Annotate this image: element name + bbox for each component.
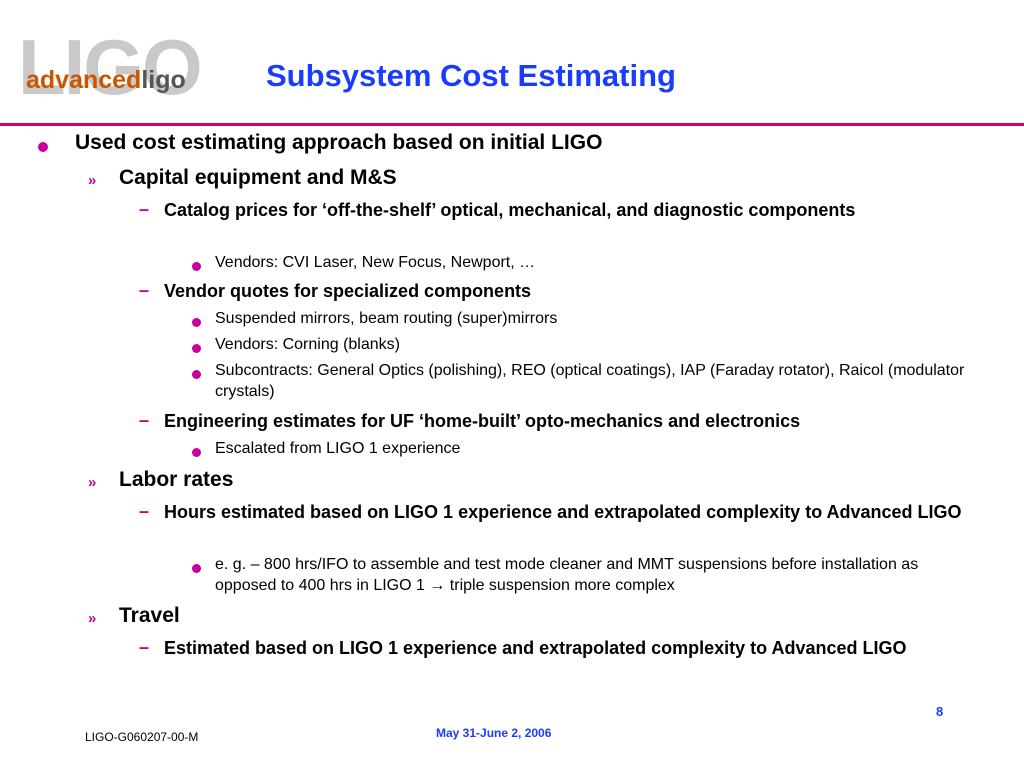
- bullet-dash-icon: –: [139, 280, 150, 300]
- bullet-level-4: Escalated from LIGO 1 experience: [215, 440, 461, 457]
- title-divider: [0, 123, 1024, 126]
- logo-word-ligo: ligo: [141, 66, 186, 94]
- bullet-level-4: Suspended mirrors, beam routing (super)m…: [215, 310, 558, 327]
- bullet-dash-icon: –: [139, 410, 150, 430]
- advanced-ligo-logo: LIGO advancedligo: [18, 23, 218, 111]
- slide-title: Subsystem Cost Estimating: [266, 58, 676, 93]
- bullet-dot-icon: [192, 444, 201, 462]
- bullet-dot-icon: [38, 139, 48, 157]
- bullet-dash-icon: –: [139, 199, 150, 219]
- page-number: 8: [936, 704, 944, 719]
- bullet-level-3: Estimated based on LIGO 1 experience and…: [164, 638, 907, 658]
- bullet-level-4: Subcontracts: General Optics (polishing)…: [215, 362, 965, 400]
- bullet-level-3: Hours estimated based on LIGO 1 experien…: [164, 502, 962, 522]
- logo-background-text: LIGO: [18, 23, 203, 111]
- bullet-level-2: Labor rates: [119, 468, 234, 491]
- bullet-level-4: Vendors: Corning (blanks): [215, 336, 400, 353]
- bullet-level-3: Vendor quotes for specialized components: [164, 281, 532, 301]
- bullet-level-4: e. g. – 800 hrs/IFO to assemble and test…: [215, 556, 919, 594]
- bullet-chevron-icon: »: [88, 474, 97, 491]
- bullet-dot-icon: [192, 314, 201, 332]
- bullet-dot-icon: [192, 366, 201, 384]
- bullet-level-3: Engineering estimates for UF ‘home-built…: [164, 411, 801, 431]
- bullet-dash-icon: –: [139, 501, 150, 521]
- bullet-level-3: Catalog prices for ‘off-the-shelf’ optic…: [164, 200, 856, 220]
- bullet-chevron-icon: »: [88, 172, 97, 189]
- bullet-dot-icon: [192, 258, 201, 276]
- bullet-chevron-icon: »: [88, 610, 97, 627]
- bullet-level-4: Vendors: CVI Laser, New Focus, Newport, …: [215, 254, 536, 271]
- document-id: LIGO-G060207-00-M: [85, 730, 199, 744]
- logo-wordmark: advancedligo: [26, 66, 186, 94]
- bullet-dot-icon: [192, 340, 201, 358]
- logo-word-advanced: advanced: [26, 66, 142, 94]
- bullet-dot-icon: [192, 560, 201, 578]
- bullet-level-1: Used cost estimating approach based on i…: [75, 131, 603, 154]
- footer-date: May 31-June 2, 2006: [436, 726, 552, 740]
- bullet-level-2: Capital equipment and M&S: [119, 166, 397, 189]
- bullet-dash-icon: –: [139, 637, 150, 657]
- bullet-level-2: Travel: [119, 604, 180, 627]
